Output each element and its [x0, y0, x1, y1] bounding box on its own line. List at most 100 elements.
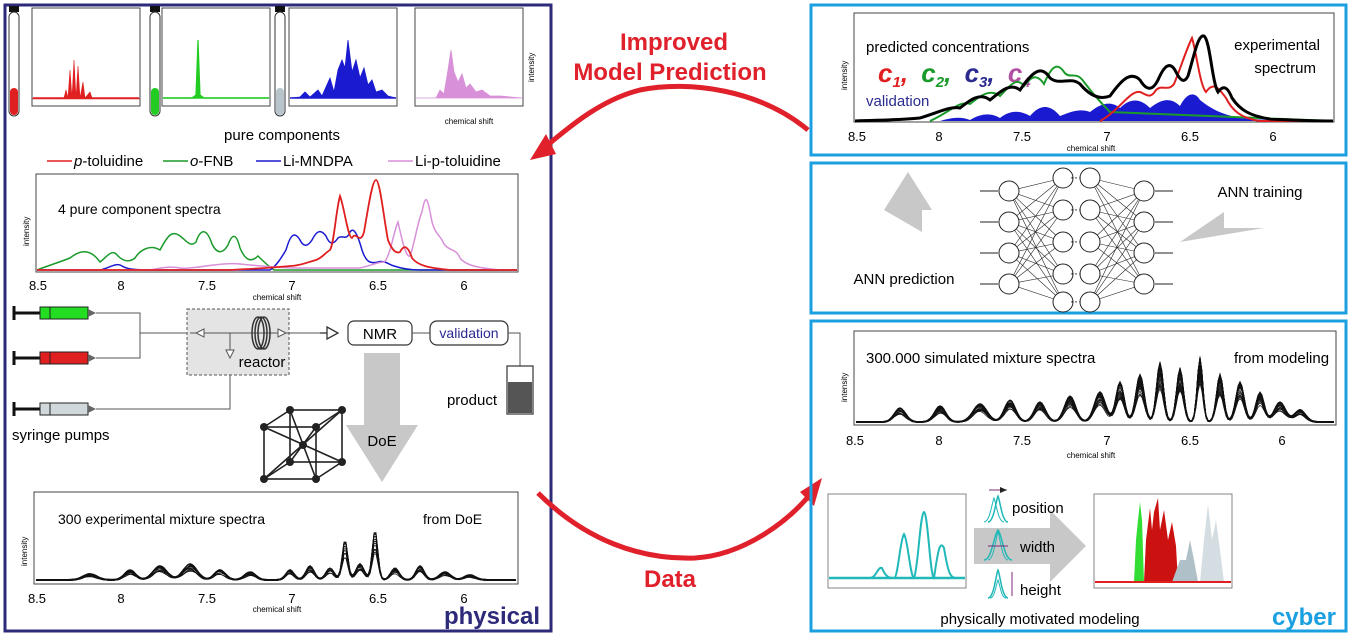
network-connection: [1089, 221, 1145, 303]
exp-spectra-title: 300 experimental mixture spectra: [58, 511, 265, 527]
syringe-gray-icon: [12, 402, 96, 416]
network-connection: [1008, 221, 1064, 303]
nmr-label: NMR: [363, 326, 397, 343]
network-ellipsis: ···: [1070, 266, 1082, 280]
network-ellipsis: ···: [1070, 170, 1082, 184]
validation-label-cyber: validation: [866, 93, 929, 110]
network-node: [1079, 167, 1101, 189]
small-intensity-label: intensity: [527, 53, 536, 82]
network-node: [998, 180, 1020, 202]
network-node: [1052, 199, 1074, 221]
exp-axis-intensity: intensity: [20, 537, 29, 566]
network-node: [1133, 242, 1155, 264]
flow-setup: reactor NMR validation product syringe p…: [12, 306, 534, 483]
network-connection: [1008, 252, 1064, 303]
network-node: [1133, 180, 1155, 202]
sim-right: from modeling: [1234, 350, 1329, 367]
legend-p-toluidine: p-toluidine: [73, 153, 143, 170]
network-connection: [1089, 190, 1145, 275]
sim-axis-intensity: intensity: [840, 373, 849, 402]
modeling-arrow: [974, 510, 1086, 582]
exp-tick-6: 6: [460, 591, 467, 606]
pure-tick-85: 8.5: [29, 278, 47, 293]
improved-prediction-arrow: [542, 83, 810, 150]
pred-tick-6: 6: [1269, 129, 1276, 144]
exp-tick-75: 7.5: [198, 591, 216, 606]
network-node: [1079, 263, 1101, 285]
exp-tick-8: 8: [117, 591, 124, 606]
exp-axis-chemical-shift: chemical shift: [253, 605, 302, 614]
network-connection: [1008, 190, 1064, 243]
sim-tick-7: 7: [1103, 433, 1110, 448]
syringe-red-icon: [12, 351, 96, 365]
network-node: [1133, 273, 1155, 295]
neural-network-icon: ··· ··· ··· ··· ···: [980, 167, 1173, 313]
sim-tick-8: 8: [935, 433, 942, 448]
network-node: [1052, 167, 1074, 189]
sim-tick-65: 6.5: [1181, 433, 1199, 448]
physical-label: physical: [444, 603, 540, 630]
network-connection: [1008, 241, 1064, 285]
height-label: height: [1020, 582, 1062, 599]
pure-tick-8: 8: [117, 278, 124, 293]
ann-prediction-label: ANN prediction: [854, 271, 955, 288]
network-node: [998, 211, 1020, 233]
network-node: [998, 242, 1020, 264]
width-peak-icon: [983, 528, 1013, 561]
network-connection: [1008, 190, 1064, 275]
position-label: position: [1012, 500, 1064, 517]
reactor-label: reactor: [239, 354, 286, 371]
network-connection: [1089, 209, 1145, 254]
network-connection: [1089, 221, 1145, 275]
product-label: product: [447, 392, 498, 409]
pure-legend: p-toluidine o-FNB Li-MNDPA Li-p-toluidin…: [47, 153, 501, 170]
product-beaker-icon: [506, 365, 534, 415]
legend-o-fnb: o-FNB: [190, 153, 233, 170]
predicted-concentrations-chart: intensity predicted concentrations exper…: [840, 12, 1335, 153]
network-connection: [1089, 177, 1145, 254]
pure-spectra-title: 4 pure component spectra: [58, 201, 221, 217]
pure-axis-chemical-shift: chemical shift: [253, 293, 302, 302]
network-connection: [1008, 177, 1064, 254]
network-node: [1079, 199, 1101, 221]
network-connection: [1089, 252, 1145, 303]
pred-tick-7: 7: [1103, 129, 1110, 144]
pure-axis-intensity: intensity: [22, 217, 31, 246]
exp-spectrum-line1: experimental: [1234, 37, 1320, 54]
network-connection: [1008, 177, 1064, 223]
network-node: [1052, 263, 1074, 285]
reactor-box: [186, 308, 290, 376]
network-node: [1079, 231, 1101, 253]
validation-label-physical: validation: [439, 325, 498, 341]
network-connection: [1089, 177, 1145, 285]
spectrum-trace: [855, 368, 1335, 423]
pred-tick-65: 6.5: [1181, 129, 1199, 144]
simulated-spectra-chart: intensity 300.000 simulated mixture spec…: [840, 330, 1337, 460]
ann-prediction-up-arrow: [884, 172, 932, 232]
modeling-label: physically motivated modeling: [940, 611, 1139, 628]
width-label: width: [1019, 539, 1055, 556]
sim-axis-chemical-shift: chemical shift: [1067, 451, 1116, 460]
cyber-panel-prediction: [809, 3, 1348, 157]
network-connection: [1008, 177, 1064, 285]
pure-tick-7: 7: [288, 278, 295, 293]
improved-label-line2: Model Prediction: [573, 59, 766, 86]
exp-tick-65: 6.5: [369, 591, 387, 606]
pred-axis-intensity: intensity: [840, 61, 849, 90]
network-ellipsis: ···: [1070, 294, 1082, 308]
physical-panel-border: [3, 3, 553, 633]
network-node: [1052, 291, 1074, 313]
pred-tick-75: 7.5: [1013, 129, 1031, 144]
cyber-panel-ann: [809, 161, 1348, 315]
pred-tick-85: 8.5: [848, 129, 866, 144]
spectrum-trace: [35, 541, 517, 582]
test-tube-green-icon: [149, 6, 161, 117]
pred-title: predicted concentrations: [866, 39, 1029, 56]
network-connection: [1089, 177, 1145, 223]
syringe-green-icon: [12, 306, 96, 320]
improved-label-line1: Improved: [620, 29, 728, 56]
network-connection: [1089, 241, 1145, 285]
pure-tick-6: 6: [460, 278, 467, 293]
sim-tick-6: 6: [1278, 433, 1285, 448]
